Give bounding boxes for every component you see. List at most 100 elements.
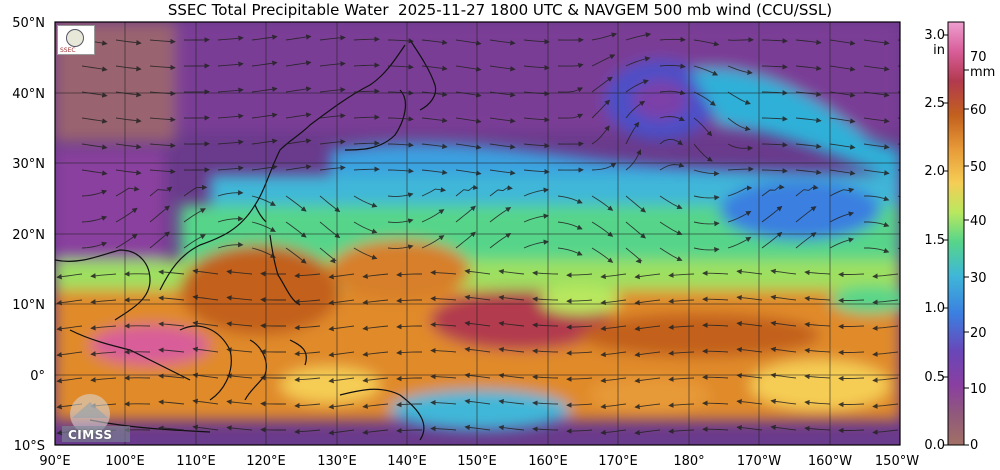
wind-arrow (659, 116, 685, 122)
wind-arrow (319, 87, 346, 93)
wind-arrow (421, 143, 448, 150)
wind-arrow (56, 299, 83, 306)
wind-arrow (217, 139, 244, 145)
wind-arrow (353, 88, 380, 94)
wind-arrow (464, 268, 491, 275)
wind-arrow (897, 221, 900, 224)
wind-arrow (260, 271, 286, 277)
wind-arrow (319, 165, 346, 171)
wind-arrow (863, 117, 890, 124)
wind-arrow (294, 376, 321, 383)
wind-arrow (557, 62, 584, 69)
wind-arrow (455, 91, 482, 98)
wind-arrow (864, 221, 890, 228)
cimss-label: CIMSS (68, 428, 113, 442)
wind-arrow (761, 205, 783, 223)
wind-arrow (387, 38, 414, 44)
wind-arrow (600, 403, 627, 410)
wind-arrow (625, 32, 652, 41)
wind-arrow (634, 403, 661, 410)
wind-arrow (226, 321, 253, 327)
wind-arrow (668, 350, 695, 356)
lat-label: 0° (30, 369, 45, 384)
wind-arrow (328, 273, 355, 280)
wind-arrow (727, 37, 754, 43)
wind-arrow (353, 114, 380, 120)
wind-arrow (183, 234, 206, 249)
wind-arrow (727, 65, 753, 76)
wind-arrow (863, 143, 890, 150)
wind-arrow (532, 426, 559, 432)
wind-arrow (761, 142, 788, 148)
wind-arrow (251, 164, 278, 171)
wind-arrow (795, 232, 817, 249)
wind-arrow (566, 376, 593, 382)
wind-arrow (864, 195, 890, 202)
wind-arrow (464, 320, 491, 327)
wind-arrow (523, 168, 550, 175)
lon-label: 160°E (528, 454, 568, 469)
wind-arrow (625, 79, 649, 93)
lon-label: 120°E (246, 454, 286, 469)
wind-arrow (566, 402, 593, 408)
wind-arrow (736, 346, 763, 353)
wind-arrow (251, 112, 278, 119)
wind-arrow (591, 162, 617, 171)
wind-arrow (634, 273, 661, 280)
wind-arrow (727, 185, 753, 197)
wind-arrow (353, 36, 380, 42)
wind-arrow (863, 91, 890, 98)
wind-arrow (226, 295, 253, 301)
ssec-logo: SSEC (57, 25, 95, 55)
wind-arrow (387, 168, 414, 174)
wind-arrow (591, 99, 611, 119)
wind-arrow (387, 244, 414, 250)
wind-arrow (702, 348, 729, 354)
wind-arrow (532, 348, 559, 354)
wind-arrow (90, 299, 117, 305)
wind-streamlines (56, 32, 900, 436)
wind-arrow (498, 424, 525, 431)
wind-arrow (872, 351, 899, 357)
wind-arrow (591, 221, 614, 237)
wind-arrow (693, 195, 720, 201)
wind-arrow (693, 65, 719, 76)
wind-arrow (285, 195, 307, 212)
wind-arrow (396, 271, 422, 278)
wind-arrow (702, 296, 729, 302)
wind-arrow (532, 322, 559, 328)
wind-arrow (489, 65, 516, 72)
wind-arrow (770, 268, 797, 275)
wind-arrow (498, 346, 525, 353)
wind-arrow (523, 64, 550, 71)
wind-arrow (260, 427, 286, 433)
wind-arrow (625, 195, 647, 213)
wind-arrow (217, 165, 244, 171)
colorbar-mm-tick: 30 (970, 271, 987, 286)
wind-arrow (668, 428, 695, 434)
wind-arrow (659, 138, 684, 146)
wind-arrow (668, 402, 695, 408)
wind-arrow (897, 91, 900, 93)
wind-arrow (455, 39, 482, 46)
wind-arrow (736, 294, 763, 301)
colorbar-inch-tick: 2.5 (924, 96, 945, 111)
lon-label: 180° (673, 454, 704, 469)
wind-arrow (804, 373, 831, 380)
wind-arrow (319, 247, 337, 264)
wind-arrow (557, 87, 584, 93)
wind-arrow (591, 195, 614, 211)
wind-arrow (566, 350, 593, 356)
wind-arrow (158, 347, 185, 353)
wind-arrow (897, 169, 900, 171)
wind-arrow (396, 323, 422, 330)
lon-label: 140°E (387, 454, 427, 469)
wind-arrow (566, 298, 593, 304)
wind-arrow (702, 426, 729, 432)
wind-arrow (489, 169, 516, 176)
wind-arrow (693, 221, 720, 227)
wind-arrow (387, 116, 414, 122)
wind-arrow (183, 184, 208, 197)
lon-label: 130°E (317, 454, 357, 469)
wind-arrow (736, 320, 763, 327)
